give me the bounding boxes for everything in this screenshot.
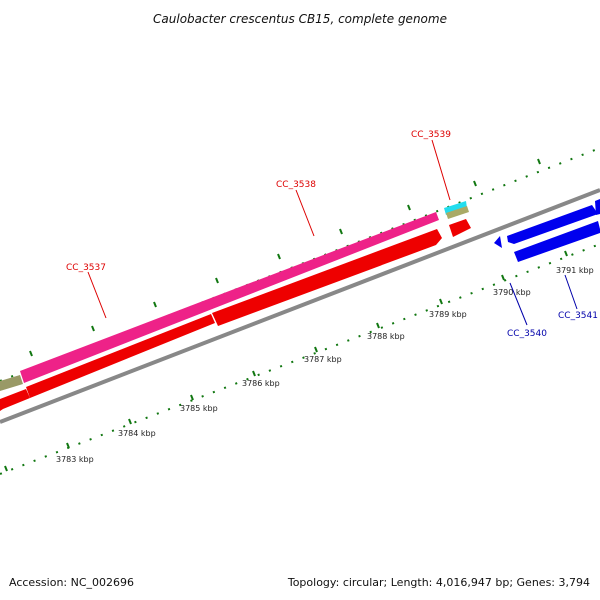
tick-label-3787: 3787 kbp [304,355,342,364]
inner-tick-ring [0,243,600,475]
gene-cc-3540-small-arrow[interactable] [494,236,502,248]
tick-label-3786: 3786 kbp [242,379,280,388]
accession-text: Accession: NC_002696 [9,576,134,589]
genome-summary-text: Topology: circular; Length: 4,016,947 bp… [287,576,590,589]
callout-line-cc-3540 [509,282,528,326]
inner-major-ticks [4,250,568,472]
gene-cc-3538-red[interactable] [212,229,442,326]
gene-cc-3542-blue[interactable] [595,199,600,215]
callout-line-cc-3541 [564,274,578,310]
genome-backbone [0,188,600,424]
callout-line-cc-3539 [431,139,451,201]
gene-cc-3540-blue[interactable] [507,205,598,244]
gene-cc-3539-olive[interactable] [446,206,469,219]
gene-cc-3539-cyan[interactable] [444,201,467,215]
tick-label-3785: 3785 kbp [180,404,218,413]
tick-label-3783: 3783 kbp [56,455,94,464]
map-title: Caulobacter crescentus CB15, complete ge… [153,12,447,26]
tick-label-3788: 3788 kbp [367,332,405,341]
red-gene-left-fragment[interactable] [0,389,30,411]
callout-line-cc-3537 [87,271,107,319]
gene-cc-3537-pink[interactable] [20,212,439,383]
tick-label-3784: 3784 kbp [118,429,156,438]
olive-gene-segment[interactable] [0,375,23,391]
gene-label-cc-3537[interactable]: CC_3537 [66,263,106,273]
gene-label-cc-3540[interactable]: CC_3540 [507,329,547,339]
tick-label-3790: 3790 kbp [493,288,531,297]
gene-label-cc-3539[interactable]: CC_3539 [411,130,451,140]
tick-label-3789: 3789 kbp [429,310,467,319]
gene-cc-3541-blue[interactable] [514,221,600,262]
outer-major-ticks [29,158,541,357]
gene-cc-3537-red[interactable] [26,314,215,398]
tick-label-3791: 3791 kbp [556,266,594,275]
gene-label-cc-3541[interactable]: CC_3541 [558,311,598,321]
gene-label-cc-3538[interactable]: CC_3538 [276,180,316,190]
gene-cc-3539-red[interactable] [449,219,471,237]
callout-line-cc-3538 [295,189,315,237]
